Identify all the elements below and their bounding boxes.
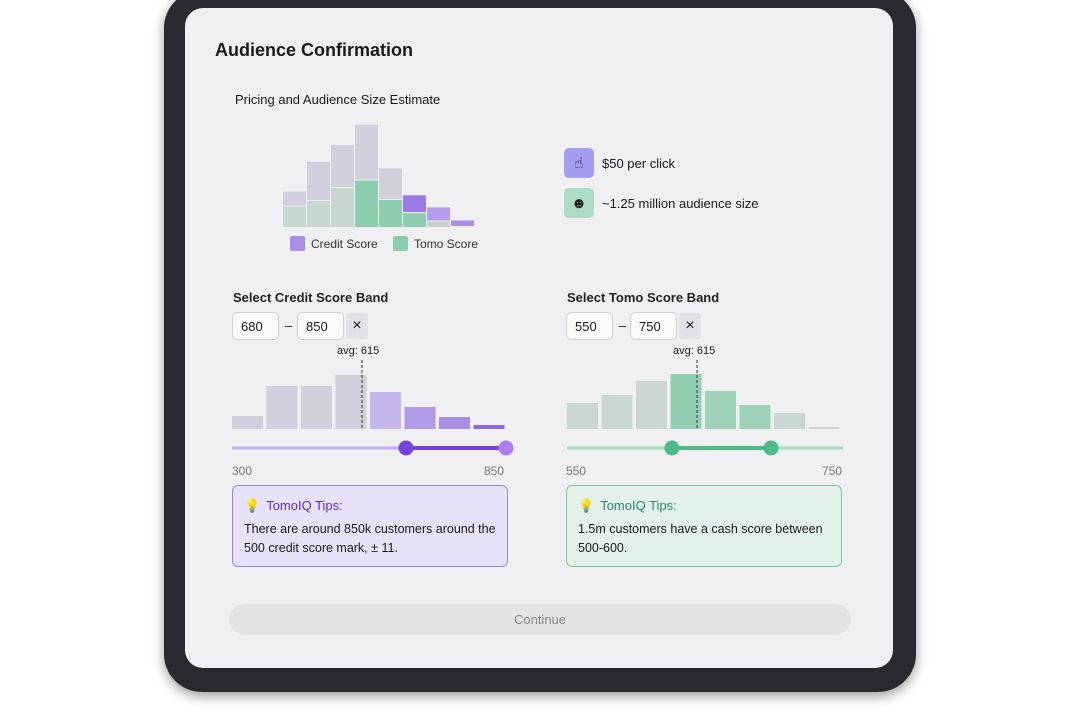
legend-swatch bbox=[290, 236, 305, 251]
bar-credit bbox=[331, 145, 354, 187]
audience-info: ☻ ~1.25 million audience size bbox=[564, 188, 758, 218]
histogram-bar bbox=[739, 405, 771, 429]
range-dash: – bbox=[285, 318, 293, 333]
bar-tomo bbox=[355, 180, 378, 227]
histogram-bar bbox=[335, 375, 367, 429]
credit-clear-button[interactable]: × bbox=[346, 313, 368, 339]
legend-label: Tomo Score bbox=[414, 236, 479, 251]
bar-tomo bbox=[379, 200, 402, 227]
histogram-bar bbox=[404, 407, 436, 429]
estimate-title: Pricing and Audience Size Estimate bbox=[235, 92, 441, 107]
slider-thumb-min[interactable] bbox=[398, 440, 414, 456]
page-title: Audience Confirmation bbox=[215, 40, 414, 60]
histogram-bar bbox=[636, 381, 667, 429]
bar-tomo bbox=[307, 200, 330, 227]
histogram-bar bbox=[266, 386, 298, 429]
credit-band-label: Select Credit Score Band bbox=[233, 290, 389, 305]
bar-credit bbox=[283, 191, 306, 206]
histogram-bar bbox=[473, 425, 505, 429]
tomo-avg-label: avg: 615 bbox=[673, 345, 716, 357]
bar-tomo bbox=[427, 221, 450, 227]
bar-credit bbox=[355, 124, 378, 180]
tomo-max-input[interactable]: 750 bbox=[630, 312, 677, 340]
histogram-bar bbox=[301, 386, 332, 429]
bar-credit bbox=[379, 168, 402, 200]
credit-min-input[interactable]: 680 bbox=[232, 312, 279, 340]
credit-tip-box: 💡 TomoIQ Tips: There are around 850k cust… bbox=[232, 485, 508, 567]
bar-tomo bbox=[331, 187, 354, 227]
histogram-bar bbox=[670, 374, 702, 429]
tomo-axis-min: 550 bbox=[566, 464, 587, 478]
credit-axis-max: 850 bbox=[484, 464, 505, 478]
continue-button[interactable]: Continue bbox=[229, 604, 851, 635]
histogram-bar bbox=[808, 427, 840, 429]
lightbulb-icon: 💡 bbox=[578, 498, 595, 513]
tomo-axis-max: 750 bbox=[822, 464, 843, 478]
credit-max-input[interactable]: 850 bbox=[297, 312, 344, 340]
legend-tomo: Tomo Score bbox=[393, 236, 478, 251]
credit-axis-min: 300 bbox=[232, 464, 253, 478]
price-info: ☝ $50 per click bbox=[564, 148, 675, 178]
histogram-bar bbox=[601, 395, 633, 429]
histogram-bar bbox=[232, 416, 263, 429]
audience-text: ~1.25 million audience size bbox=[602, 195, 759, 211]
histogram-bar bbox=[439, 417, 470, 429]
bar-credit bbox=[403, 195, 426, 213]
bar-credit bbox=[451, 220, 474, 226]
tomo-band-label: Select Tomo Score Band bbox=[567, 290, 720, 305]
cursor-click-icon: ☝ bbox=[564, 148, 594, 178]
legend-swatch bbox=[393, 236, 408, 251]
tip-title: TomoIQ Tips: bbox=[600, 498, 677, 513]
slider-thumb-max[interactable] bbox=[763, 440, 779, 456]
credit-avg-label: avg: 615 bbox=[337, 345, 380, 357]
tip-title: TomoIQ Tips: bbox=[266, 498, 343, 513]
bar-tomo bbox=[403, 213, 426, 227]
people-icon: ☻ bbox=[564, 188, 594, 218]
tomo-min-input[interactable]: 550 bbox=[566, 312, 613, 340]
bar-tomo bbox=[283, 206, 306, 227]
histogram-bar bbox=[567, 403, 598, 429]
slider-thumb-max[interactable] bbox=[498, 440, 514, 456]
range-dash: – bbox=[619, 318, 627, 333]
histogram-bar bbox=[370, 392, 401, 429]
bar-credit bbox=[307, 161, 330, 200]
bar-credit bbox=[427, 207, 450, 221]
tip-text: 1.5m customers have a cash score between… bbox=[578, 522, 823, 555]
histogram-bar bbox=[705, 391, 736, 429]
tip-text: There are around 850k customers around t… bbox=[244, 522, 496, 555]
slider-thumb-min[interactable] bbox=[664, 440, 680, 456]
legend-label: Credit Score bbox=[311, 236, 378, 251]
tomo-clear-button[interactable]: × bbox=[679, 313, 701, 339]
histogram-bar bbox=[774, 413, 805, 429]
legend-credit: Credit Score bbox=[290, 236, 378, 251]
lightbulb-icon: 💡 bbox=[244, 498, 261, 513]
tomo-tip-box: 💡 TomoIQ Tips: 1.5m customers have a cash… bbox=[566, 485, 842, 567]
price-text: $50 per click bbox=[602, 155, 675, 171]
